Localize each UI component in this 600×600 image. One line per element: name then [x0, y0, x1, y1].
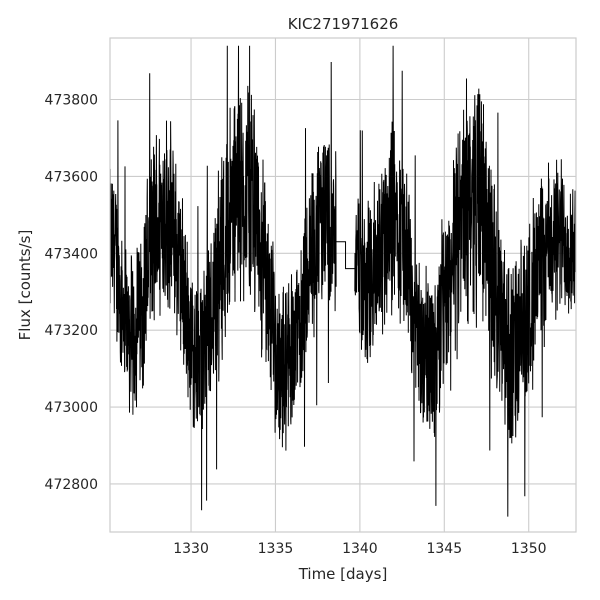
x-tick-label: 1340	[342, 541, 378, 557]
plot-frame	[109, 37, 577, 533]
x-tick-label: 1345	[426, 541, 462, 557]
chart-title: KIC271971626	[288, 15, 399, 33]
y-tick-label: 473000	[45, 400, 98, 416]
y-tick-label: 473200	[45, 323, 98, 339]
x-tick-label: 1330	[173, 541, 209, 557]
y-tick-label: 472800	[45, 477, 98, 493]
flux-line-segment-1	[109, 45, 337, 511]
flux-line-segment-2	[354, 45, 577, 517]
x-tick-label: 1335	[258, 541, 294, 557]
y-tick-label: 473600	[45, 169, 98, 185]
y-axis-label: Flux [counts/s]	[16, 230, 34, 341]
x-axis-ticks: 1330 1335 1340 1345 1350	[173, 541, 546, 557]
x-tick-label: 1350	[511, 541, 547, 557]
plot-area	[109, 45, 577, 517]
y-tick-label: 473400	[45, 246, 98, 262]
flux-gap-step	[336, 241, 355, 270]
y-axis-ticks: 472800 473000 473200 473400 473600 473800	[45, 93, 98, 493]
x-axis-label: Time [days]	[298, 565, 388, 583]
y-tick-label: 473800	[45, 93, 98, 109]
